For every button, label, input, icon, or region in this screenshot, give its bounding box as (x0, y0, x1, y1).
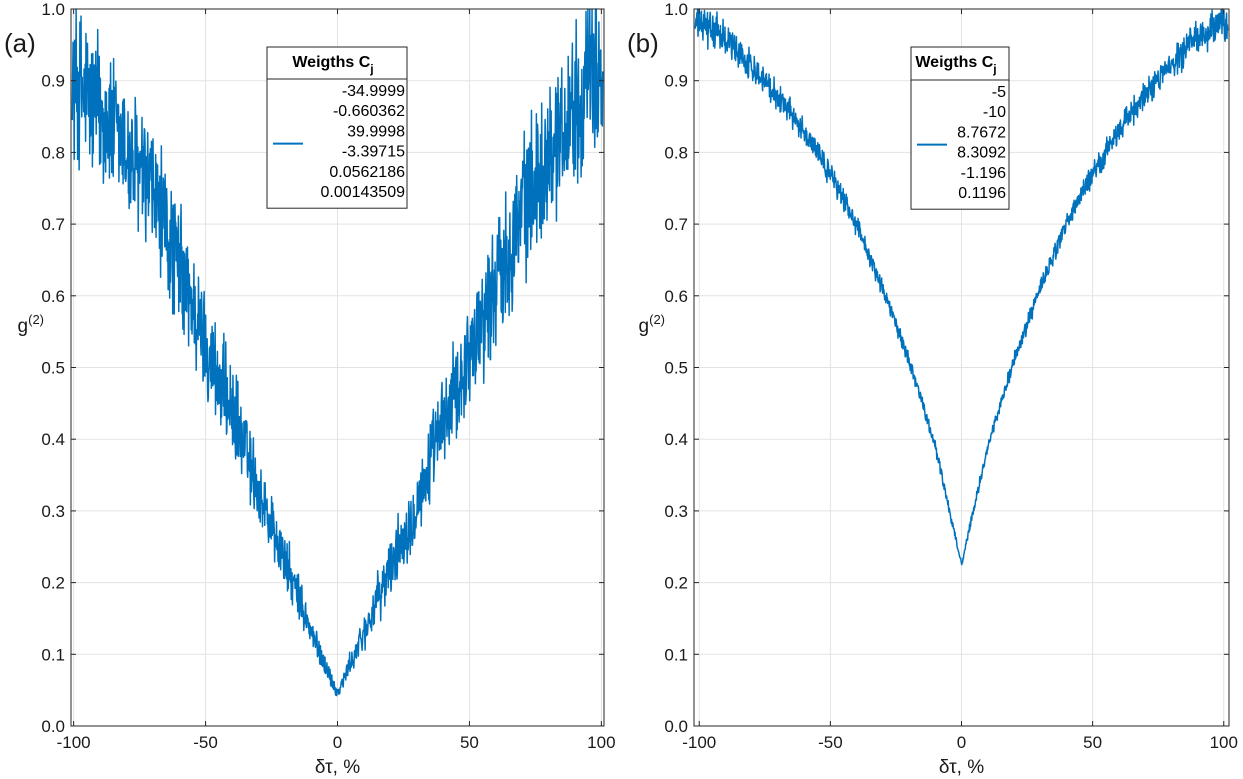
y-tick-label-b-5: 0.5 (664, 359, 688, 378)
y-axis-label-base-b: g (639, 316, 650, 337)
legend-title-a: Weigths Cj (292, 54, 373, 76)
y-tick-label-b-2: 0.2 (664, 574, 688, 593)
panel-label-b: (b) (627, 28, 659, 58)
y-tick-label-b-6: 0.6 (664, 287, 688, 306)
x-tick-label-b-3: 50 (1083, 733, 1102, 752)
series-line-b (694, 8, 1229, 566)
y-tick-label-b-4: 0.4 (664, 430, 688, 449)
panel-b: -100 -50 0 50 100 0.0 0.1 0.2 0.3 0.4 0.5 0.6 0.7 0.8… (627, 0, 1238, 778)
y-tick-label-a-2: 0.2 (41, 574, 65, 593)
x-tick-label-b-1: -50 (818, 733, 843, 752)
y-tick-label-a-6: 0.6 (41, 287, 65, 306)
y-axis-label-base-a: g (18, 316, 29, 337)
y-tick-label-b-7: 0.7 (664, 215, 688, 234)
legend-title-sub-a: j (369, 62, 373, 76)
y-tick-label-a-7: 0.7 (41, 215, 65, 234)
y-tick-label-a-5: 0.5 (41, 359, 65, 378)
legend-entry-a-4: 0.0562186 (329, 164, 405, 181)
legend-entry-b-0: -5 (992, 84, 1006, 101)
y-tick-label-a-0: 0.0 (41, 717, 65, 736)
y-tick-label-b-10: 1.0 (664, 0, 688, 19)
x-tick-label-b-2: 0 (957, 733, 966, 752)
y-axis-label-b: g(2) (639, 312, 665, 337)
legend-entry-a-5: 0.00143509 (320, 184, 405, 201)
y-tick-label-a-8: 0.8 (41, 143, 65, 162)
panel-label-a: (a) (4, 28, 36, 58)
legend-entry-b-4: -1.196 (961, 165, 1006, 182)
y-tick-label-a-1: 0.1 (41, 645, 65, 664)
legend-entry-b-3: 8.3092 (957, 145, 1006, 162)
x-tick-label-a-3: 50 (460, 733, 479, 752)
y-tick-label-a-3: 0.3 (41, 502, 65, 521)
legend-title-sub-b: j (992, 62, 996, 76)
legend-a: Weigths Cj -34.9999 -0.660362 39.9998 -3.39… (266, 46, 408, 209)
legend-entry-a-3: -3.39715 (342, 144, 405, 161)
legend-entry-b-5: 0.1196 (958, 185, 1006, 202)
series-line-a (71, 8, 604, 697)
legend-entry-a-2: 39.9998 (347, 123, 405, 140)
y-tick-label-a-4: 0.4 (41, 430, 65, 449)
legend-title-b: Weigths Cj (915, 54, 996, 76)
x-tick-label-b-4: 100 (1210, 733, 1238, 752)
x-axis-label-a: δτ, % (315, 757, 360, 778)
y-tick-label-a-10: 1.0 (41, 0, 65, 19)
y-tick-label-b-1: 0.1 (664, 645, 688, 664)
y-tick-label-b-0: 0.0 (664, 717, 688, 736)
x-tick-label-b-0: -100 (682, 733, 716, 752)
legend-title-text-a: Weigths C (292, 54, 370, 71)
legend-entry-a-1: -0.660362 (333, 103, 405, 120)
x-tick-label-a-1: -50 (193, 733, 218, 752)
y-tick-label-b-8: 0.8 (664, 143, 688, 162)
x-tick-label-a-2: 0 (333, 733, 342, 752)
legend-entry-a-0: -34.9999 (342, 83, 405, 100)
y-tick-label-b-9: 0.9 (664, 72, 688, 91)
x-tick-label-a-4: 100 (587, 733, 615, 752)
y-axis-label-sup-a: (2) (28, 312, 44, 327)
legend-title-text-b: Weigths C (915, 54, 993, 71)
y-axis-label-sup-b: (2) (649, 312, 665, 327)
y-tick-label-b-3: 0.3 (664, 502, 688, 521)
y-tick-label-a-9: 0.9 (41, 72, 65, 91)
x-axis-label-b: δτ, % (939, 757, 984, 778)
legend-entry-b-1: -10 (983, 104, 1006, 121)
legend-entry-b-2: 8.7672 (957, 124, 1006, 141)
y-axis-label-a: g(2) (18, 312, 44, 337)
panel-a: -100 -50 0 50 100 0.0 0.1 0.2 0.3 0.4 0.5 0.6 0.7 0.8… (4, 0, 616, 778)
legend-b: Weigths Cj -5 -10 8.7672 8.3092 -1.196 0.1196 (910, 46, 1010, 210)
legend-title-box-b (910, 46, 1010, 81)
x-tick-label-a-0: -100 (57, 733, 91, 752)
